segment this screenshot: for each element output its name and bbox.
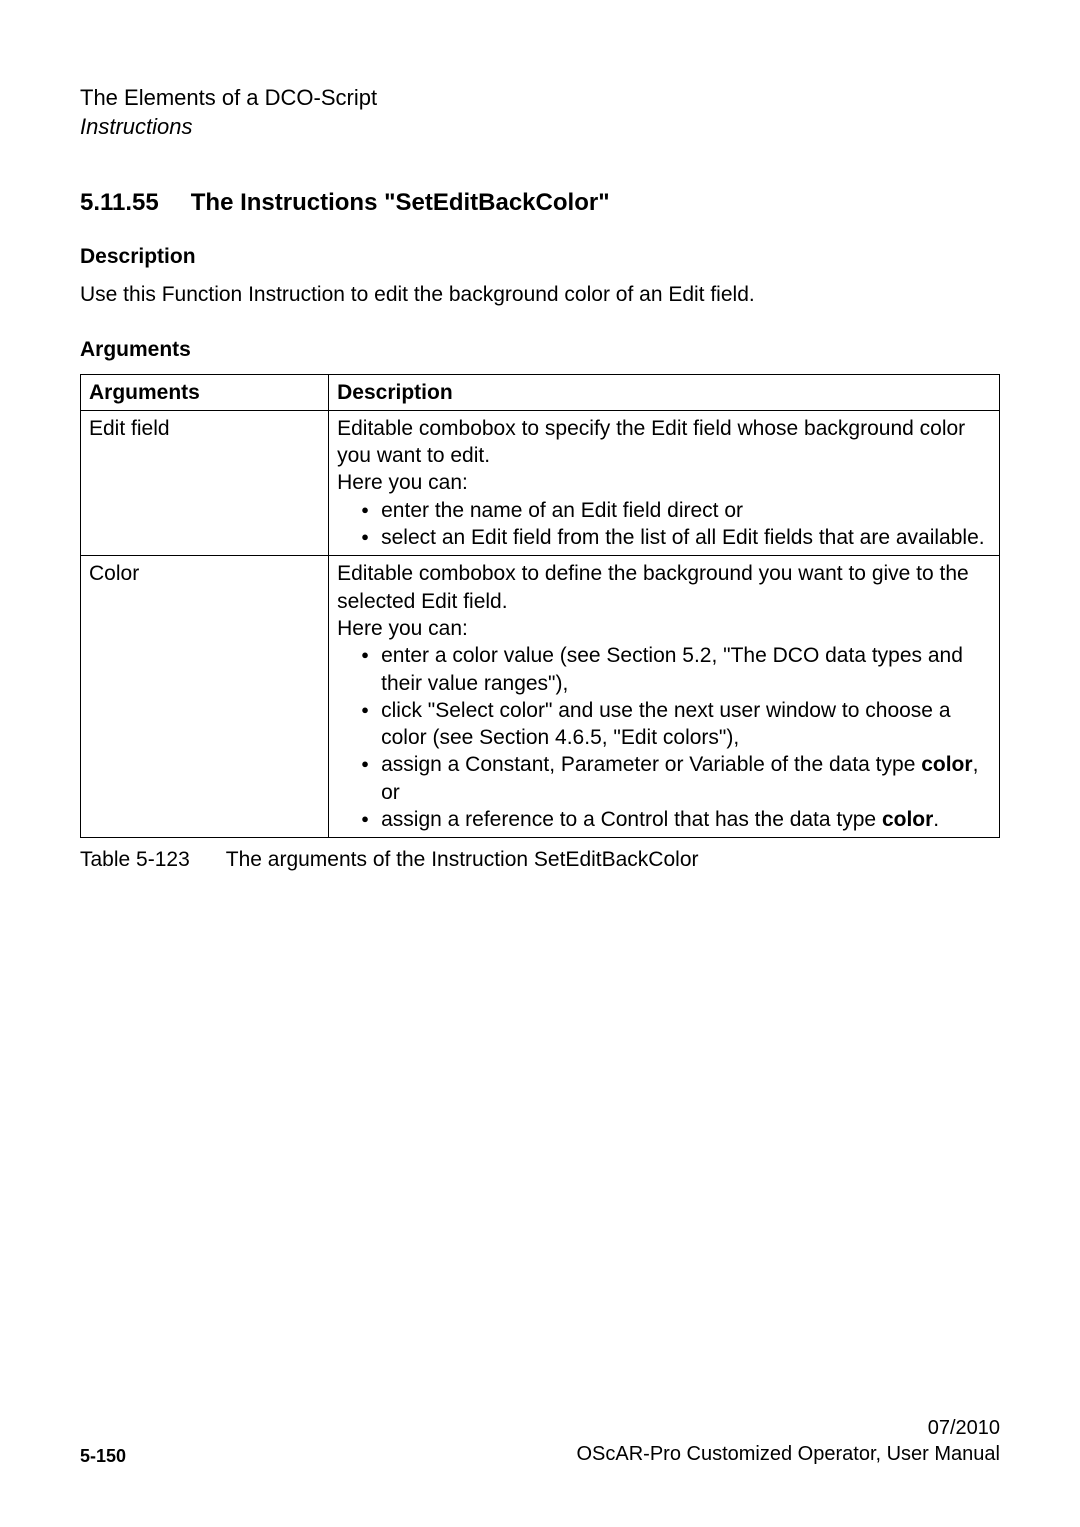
table-cell-description: Editable combobox to specify the Edit fi… [329,410,1000,555]
desc-here: Here you can: [337,617,468,640]
table-row: Color Editable combobox to define the ba… [81,556,1000,838]
section-number: 5.11.55 [80,189,159,217]
table-caption-label: Table 5-123 [80,846,190,873]
bullet-list: enter the name of an Edit field direct o… [337,497,991,552]
bullet-item: enter a color value (see Section 5.2, "T… [361,642,991,697]
arguments-table: Arguments Description Edit field Editabl… [80,374,1000,839]
bullet-list: enter a color value (see Section 5.2, "T… [337,642,991,833]
footer-date: 07/2010 [577,1415,1001,1441]
bullet-item: enter the name of an Edit field direct o… [361,497,991,524]
table-caption: Table 5-123 The arguments of the Instruct… [80,846,1000,873]
header-title: The Elements of a DCO-Script [80,84,1000,113]
table-cell-argument: Edit field [81,410,329,555]
bullet-item: click "Select color" and use the next us… [361,697,991,752]
page-header: The Elements of a DCO-Script Instruction… [80,84,1000,141]
section-title: The Instructions "SetEditBackColor" [191,189,610,216]
table-cell-description: Editable combobox to define the backgrou… [329,556,1000,838]
description-heading: Description [80,245,1000,269]
desc-intro: Editable combobox to define the backgrou… [337,562,969,612]
table-header-arguments: Arguments [81,374,329,410]
arguments-heading: Arguments [80,338,1000,362]
table-row: Edit field Editable combobox to specify … [81,410,1000,555]
footer-right: 07/2010 OScAR-Pro Customized Operator, U… [577,1415,1001,1467]
table-cell-argument: Color [81,556,329,838]
desc-intro: Editable combobox to specify the Edit fi… [337,417,965,467]
header-subtitle: Instructions [80,113,1000,142]
description-text: Use this Function Instruction to edit th… [80,281,1000,309]
section-heading: 5.11.55 The Instructions "SetEditBackColo… [80,189,1000,217]
desc-here: Here you can: [337,471,468,494]
bullet-item: assign a reference to a Control that has… [361,806,991,833]
page-footer: 5-150 07/2010 OScAR-Pro Customized Opera… [80,1415,1000,1467]
footer-page-number: 5-150 [80,1446,126,1467]
table-caption-text: The arguments of the Instruction SetEdit… [226,848,699,871]
table-header-description: Description [329,374,1000,410]
footer-manual: OScAR-Pro Customized Operator, User Manu… [577,1441,1001,1467]
bullet-item: assign a Constant, Parameter or Variable… [361,751,991,806]
bullet-item: select an Edit field from the list of al… [361,524,991,551]
table-header-row: Arguments Description [81,374,1000,410]
